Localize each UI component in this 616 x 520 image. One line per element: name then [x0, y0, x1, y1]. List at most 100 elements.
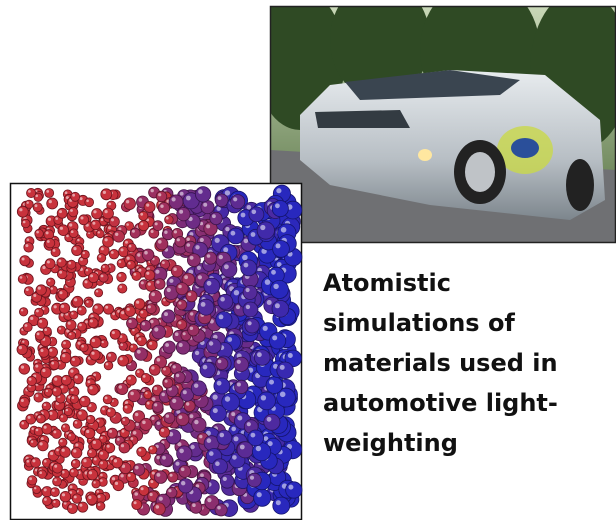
atom-highlight	[65, 191, 68, 194]
atom-highlight	[173, 268, 176, 271]
atom-highlight	[107, 445, 110, 448]
atom-highlight	[162, 456, 166, 460]
atom-highlight	[70, 486, 73, 489]
atom-highlight	[83, 252, 85, 254]
atom	[215, 504, 227, 516]
atom-highlight	[219, 315, 224, 320]
atom-highlight	[78, 342, 81, 345]
atom-highlight	[86, 269, 88, 271]
atom	[215, 194, 228, 207]
atom-highlight	[220, 297, 225, 302]
atom-highlight	[127, 257, 130, 260]
atom	[164, 413, 175, 424]
atom-highlight	[69, 434, 71, 436]
atom	[82, 457, 93, 468]
atom-highlight	[200, 473, 204, 477]
atom-highlight	[69, 333, 71, 335]
atom-highlight	[252, 210, 257, 215]
atom	[92, 480, 100, 488]
atom-highlight	[178, 321, 181, 324]
atom-highlight	[19, 346, 22, 349]
atom-highlight	[101, 247, 104, 250]
atom-highlight	[135, 466, 139, 470]
atom-highlight	[148, 305, 151, 308]
atom	[205, 252, 217, 264]
atom-highlight	[143, 375, 146, 378]
atom	[160, 454, 173, 467]
atom	[78, 502, 88, 512]
atom-highlight	[156, 281, 159, 284]
atom	[177, 446, 192, 461]
caption-line: materials used in	[323, 349, 558, 377]
atom	[80, 343, 88, 351]
atom-highlight	[246, 288, 250, 292]
atom-highlight	[59, 210, 62, 213]
atom-highlight	[188, 293, 191, 296]
atom-highlight	[54, 305, 57, 308]
atom-highlight	[56, 449, 59, 452]
atom-highlight	[47, 386, 49, 388]
atom-highlight	[44, 460, 47, 463]
caption: Atomisticsimulations ofmaterials used in…	[323, 269, 558, 457]
atom-highlight	[30, 317, 33, 320]
atom-highlight	[70, 209, 73, 212]
atom	[67, 504, 77, 514]
atom-highlight	[97, 490, 99, 492]
atom-highlight	[156, 505, 160, 509]
atom-highlight	[22, 258, 25, 261]
atom-highlight	[234, 290, 239, 295]
atom	[78, 322, 87, 331]
atom	[99, 273, 108, 282]
atom-highlight	[47, 261, 50, 264]
atom-highlight	[151, 230, 154, 233]
atom-highlight	[263, 326, 268, 331]
atom-highlight	[139, 449, 142, 452]
atom-highlight	[142, 421, 146, 425]
atom-highlight	[51, 362, 54, 365]
atom-highlight	[88, 496, 91, 499]
atom-highlight	[69, 262, 72, 265]
atom	[168, 472, 178, 482]
atom-highlight	[157, 473, 161, 477]
atom	[176, 283, 188, 295]
atom-highlight	[138, 338, 141, 341]
atom-highlight	[74, 496, 77, 499]
atom-highlight	[25, 324, 28, 327]
atom	[148, 340, 158, 350]
atom	[103, 395, 112, 404]
atom-highlight	[52, 489, 55, 492]
atom-highlight	[21, 309, 23, 311]
atom	[231, 195, 245, 209]
atom-highlight	[126, 223, 129, 226]
atom	[60, 447, 71, 458]
atom-highlight	[251, 232, 256, 237]
atom	[272, 300, 289, 317]
atom-highlight	[194, 384, 198, 388]
atom-highlight	[240, 445, 245, 450]
atom	[149, 290, 161, 302]
atom-highlight	[54, 389, 57, 392]
atom	[51, 248, 60, 257]
atom	[88, 384, 99, 395]
atom	[70, 395, 78, 403]
atom	[126, 260, 135, 269]
caption-line: automotive light-	[323, 389, 558, 417]
atom-highlight	[115, 482, 118, 485]
atom	[191, 381, 206, 396]
atom	[87, 494, 98, 505]
atom	[18, 275, 27, 284]
atom-highlight	[135, 413, 138, 416]
atom-highlight	[224, 264, 229, 269]
atom-highlight	[80, 258, 83, 261]
atom	[81, 250, 89, 258]
atom	[188, 325, 199, 336]
atom-highlight	[151, 292, 155, 296]
atom-highlight	[108, 354, 111, 357]
atom	[43, 497, 52, 506]
atom-highlight	[22, 341, 24, 343]
atom	[47, 198, 58, 209]
atom	[123, 404, 132, 413]
atom-highlight	[275, 303, 280, 308]
atom-highlight	[105, 238, 108, 241]
atom	[107, 428, 117, 438]
